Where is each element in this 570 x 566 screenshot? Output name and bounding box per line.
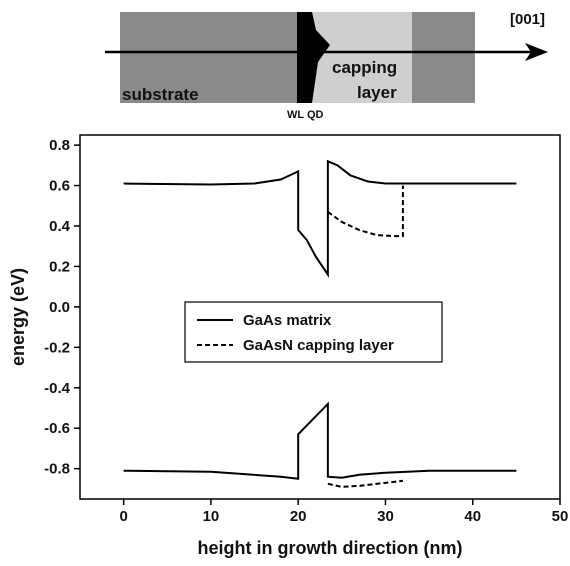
legend-box [184, 301, 443, 363]
legend-label: GaAsN capping layer [243, 337, 394, 354]
x-tick-label: 10 [203, 508, 220, 525]
capping-label: layer [357, 83, 397, 102]
wl-qd-label: WL QD [287, 109, 324, 121]
capping-label: capping [332, 58, 397, 77]
series-line [123, 159, 517, 480]
y-tick-label: -0.8 [44, 461, 70, 478]
y-tick-label: -0.2 [44, 339, 70, 356]
matrix-region [412, 12, 475, 103]
substrate-label: substrate [122, 85, 199, 104]
x-tick-label: 30 [377, 508, 394, 525]
y-tick-label: -0.4 [44, 380, 71, 397]
y-axis-label: energy (eV) [8, 268, 28, 366]
x-tick-label: 50 [552, 508, 569, 525]
capping-region [312, 12, 412, 103]
x-tick-label: 20 [290, 508, 307, 525]
legend-label: GaAs matrix [243, 312, 332, 329]
x-tick-label: 0 [119, 508, 127, 525]
y-tick-label: 0.4 [49, 218, 71, 235]
schematic: [001] substrate capping layer WL QD [105, 11, 548, 121]
y-tick-label: 0.0 [49, 299, 70, 316]
y-tick-label: 0.2 [49, 258, 70, 275]
series-line [327, 185, 404, 488]
plot-frame [79, 134, 561, 500]
y-tick-label: 0.8 [49, 137, 70, 154]
y-tick-label: -0.6 [44, 420, 70, 437]
x-tick-label: 40 [464, 508, 481, 525]
y-tick-label: 0.6 [49, 178, 70, 195]
x-axis-label: height in growth direction (nm) [198, 538, 463, 558]
arrow-head [525, 43, 548, 61]
direction-label: [001] [510, 11, 545, 28]
substrate-region [120, 12, 297, 103]
wl-qd [297, 12, 330, 103]
